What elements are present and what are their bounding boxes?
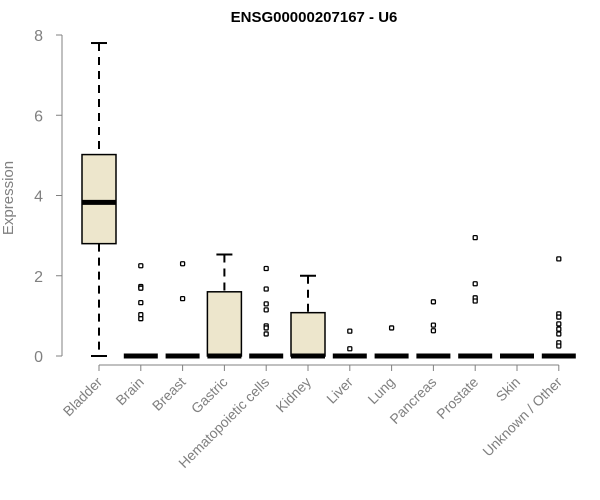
outlier-point bbox=[138, 316, 144, 322]
x-tick-label: Bladder bbox=[60, 374, 106, 420]
outlier-point bbox=[179, 295, 186, 302]
outlier-point bbox=[556, 331, 562, 337]
outlier-point bbox=[388, 325, 395, 331]
x-tick-label: Prostate bbox=[433, 374, 481, 422]
box-group bbox=[290, 274, 326, 359]
y-tick-label: 4 bbox=[34, 189, 43, 206]
x-tick-label: Unknown / Other bbox=[479, 374, 565, 460]
outlier-point bbox=[556, 321, 562, 327]
y-tick-label: 0 bbox=[34, 349, 43, 366]
outlier-point bbox=[263, 307, 269, 313]
y-tick-label: 8 bbox=[34, 28, 43, 45]
outlier-point bbox=[556, 343, 562, 349]
chart-title: ENSG00000207167 - U6 bbox=[231, 9, 398, 26]
y-tick-label: 6 bbox=[34, 108, 43, 125]
box-group bbox=[81, 42, 117, 357]
outlier-point bbox=[556, 314, 562, 320]
outlier-point bbox=[430, 299, 437, 305]
outlier-point bbox=[430, 328, 437, 334]
box-group bbox=[165, 261, 200, 359]
outlier-point bbox=[556, 326, 562, 332]
outlier-point bbox=[263, 286, 269, 292]
outlier-point bbox=[472, 234, 478, 241]
y-axis: 0 2 4 6 8 bbox=[34, 28, 63, 366]
outlier-point bbox=[138, 299, 144, 306]
outlier-point bbox=[263, 265, 269, 272]
box-group bbox=[249, 265, 284, 359]
x-tick-label: Breast bbox=[149, 374, 189, 414]
outlier-point bbox=[472, 281, 478, 287]
box-group bbox=[458, 234, 493, 359]
iqr-box bbox=[290, 311, 326, 357]
iqr-box bbox=[81, 153, 117, 245]
outlier-point bbox=[472, 298, 478, 304]
outlier-point bbox=[179, 261, 186, 267]
box-group bbox=[374, 325, 409, 359]
box-group bbox=[123, 263, 158, 359]
box-group bbox=[541, 256, 576, 359]
outlier-point bbox=[347, 346, 353, 352]
x-tick-label: Skin bbox=[493, 374, 524, 405]
outlier-point bbox=[263, 325, 269, 331]
box-group bbox=[206, 253, 243, 359]
x-tick-label: Lung bbox=[364, 374, 397, 407]
outlier-point bbox=[138, 285, 144, 291]
outlier-point bbox=[347, 328, 353, 334]
outlier-point bbox=[263, 301, 269, 307]
box-group bbox=[332, 328, 367, 359]
iqr-box bbox=[206, 291, 243, 357]
outlier-point bbox=[430, 322, 437, 328]
box-group bbox=[416, 299, 451, 359]
boxes bbox=[81, 42, 576, 359]
outlier-point bbox=[556, 256, 562, 262]
y-axis-label: Expression bbox=[0, 161, 17, 235]
y-tick-label: 2 bbox=[34, 269, 43, 286]
x-tick-label: Kidney bbox=[273, 374, 315, 416]
outlier-point bbox=[138, 263, 144, 269]
x-tick-label: Liver bbox=[323, 374, 356, 407]
x-tick-label: Brain bbox=[112, 374, 146, 408]
outlier-point bbox=[263, 331, 269, 337]
